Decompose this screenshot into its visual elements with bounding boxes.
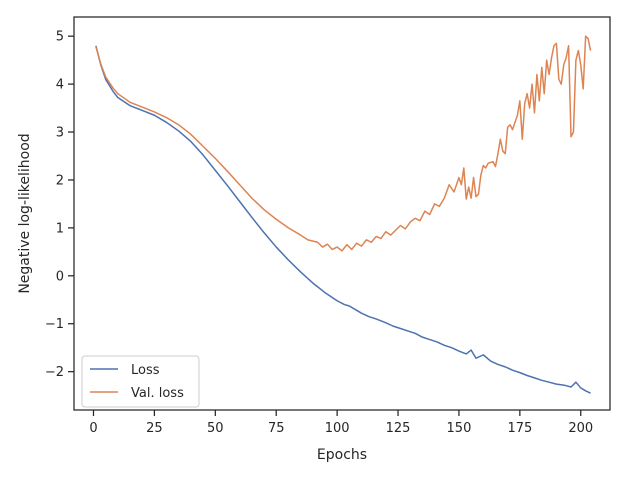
x-tick-label: 50 [207,421,224,436]
x-tick-label: 175 [507,421,532,436]
x-tick-label: 0 [89,421,97,436]
series-line-val-loss [95,35,592,252]
x-tick-label: 125 [386,421,411,436]
y-tick-label: 0 [56,269,64,284]
y-axis: −2 −1 0 1 2 3 4 5 [45,30,74,380]
y-axis-label: Negative log-likelihood [17,133,33,293]
y-tick-label: −1 [45,317,64,332]
x-tick-label: 25 [146,421,163,436]
x-axis-label: Epochs [317,447,367,463]
axes-frame [73,16,611,411]
legend-label: Val. loss [131,386,184,401]
x-tick-label: 75 [268,421,285,436]
plot-area [73,16,611,411]
y-tick-label: 4 [56,78,64,93]
y-tick-label: −2 [45,365,64,380]
y-tick-label: 2 [56,173,64,188]
y-tick-label: 1 [56,221,64,236]
y-tick-label: 3 [56,126,64,141]
series-layer [95,35,592,394]
y-tick-label: 5 [56,30,64,45]
series-line-loss [95,45,591,394]
legend-label: Loss [131,363,160,378]
x-tick-label: 100 [325,421,350,436]
legend: Loss Val. loss [81,355,200,408]
x-tick-label: 200 [568,421,593,436]
x-tick-label: 150 [447,421,472,436]
x-axis: 0 25 50 75 100 125 150 175 200 [89,410,593,436]
